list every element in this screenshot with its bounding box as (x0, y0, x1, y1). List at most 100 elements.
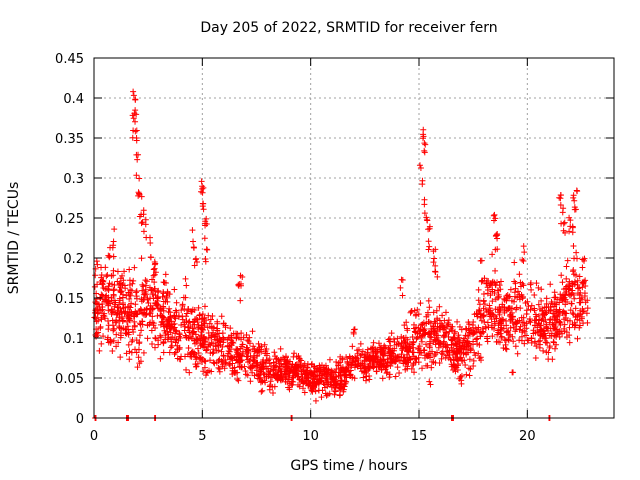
data-point (98, 274, 105, 281)
data-point (379, 375, 386, 382)
data-point (237, 280, 244, 287)
data-point (574, 255, 581, 262)
data-point (566, 278, 573, 285)
data-point (284, 379, 291, 386)
data-point (155, 341, 162, 348)
data-point (192, 353, 199, 360)
data-point (494, 246, 501, 253)
data-point (192, 255, 199, 262)
data-point (250, 343, 257, 350)
data-point (496, 282, 503, 289)
data-point (551, 289, 558, 296)
data-point (148, 327, 155, 334)
data-point (577, 310, 584, 317)
data-point (109, 281, 116, 288)
data-point (419, 365, 426, 372)
data-point (110, 308, 117, 315)
data-point (142, 282, 149, 289)
data-point (475, 286, 482, 293)
data-point (200, 368, 207, 375)
data-point (113, 331, 120, 338)
data-point (201, 303, 208, 310)
data-point (464, 349, 471, 356)
data-point (105, 298, 112, 305)
data-point (196, 312, 203, 319)
data-point (147, 254, 154, 261)
y-tick-label: 0.15 (55, 292, 84, 307)
data-point (151, 344, 158, 351)
data-point (480, 298, 487, 305)
data-point (305, 377, 312, 384)
data-point (183, 366, 190, 373)
data-point (132, 289, 139, 296)
data-point (126, 277, 133, 284)
data-point (571, 278, 578, 285)
data-point (533, 280, 540, 287)
data-point (311, 369, 318, 376)
data-point (192, 331, 199, 338)
data-point (514, 318, 521, 325)
data-point (489, 278, 496, 285)
data-point (517, 283, 524, 290)
data-point (228, 355, 235, 362)
data-point (117, 275, 124, 282)
data-point (477, 257, 484, 264)
data-point (538, 297, 545, 304)
data-point (305, 374, 312, 381)
data-point (512, 285, 519, 292)
data-point (351, 326, 358, 333)
data-point (543, 303, 550, 310)
data-point (115, 339, 122, 346)
data-point (174, 346, 181, 353)
data-point (128, 349, 135, 356)
data-point (124, 318, 131, 325)
data-point (374, 346, 381, 353)
data-point (471, 349, 478, 356)
data-point (421, 147, 428, 154)
data-point (378, 366, 385, 373)
data-point (372, 350, 379, 357)
data-point (98, 291, 105, 298)
data-point (296, 355, 303, 362)
data-point (569, 283, 576, 290)
data-point (415, 359, 422, 366)
data-point (531, 340, 538, 347)
data-point (478, 317, 485, 324)
plot-frame (93, 57, 615, 419)
data-point (220, 320, 227, 327)
data-point (116, 280, 123, 287)
data-point (431, 352, 438, 359)
data-point (544, 339, 551, 346)
data-point (239, 274, 246, 281)
data-point (233, 357, 240, 364)
data-point (553, 308, 560, 315)
data-point (105, 294, 112, 301)
data-point (103, 273, 110, 280)
data-point (302, 370, 309, 377)
data-point (194, 316, 201, 323)
data-point (250, 362, 257, 369)
data-point (415, 311, 422, 318)
data-point (209, 312, 216, 319)
data-point (493, 315, 500, 322)
data-point (450, 342, 457, 349)
data-point (386, 374, 393, 381)
data-point (486, 302, 493, 309)
data-point (497, 306, 504, 313)
data-point (399, 277, 406, 284)
data-point (114, 304, 121, 311)
data-point (559, 279, 566, 286)
data-point (218, 313, 225, 320)
data-point (139, 310, 146, 317)
data-point (259, 387, 266, 394)
data-point (131, 322, 138, 329)
data-point (100, 285, 107, 292)
data-point (458, 357, 465, 364)
data-point (336, 392, 343, 399)
data-point (198, 358, 205, 365)
data-point (258, 388, 265, 395)
data-point (571, 295, 578, 302)
data-point (261, 377, 268, 384)
data-point (495, 309, 502, 316)
data-point (575, 285, 581, 292)
